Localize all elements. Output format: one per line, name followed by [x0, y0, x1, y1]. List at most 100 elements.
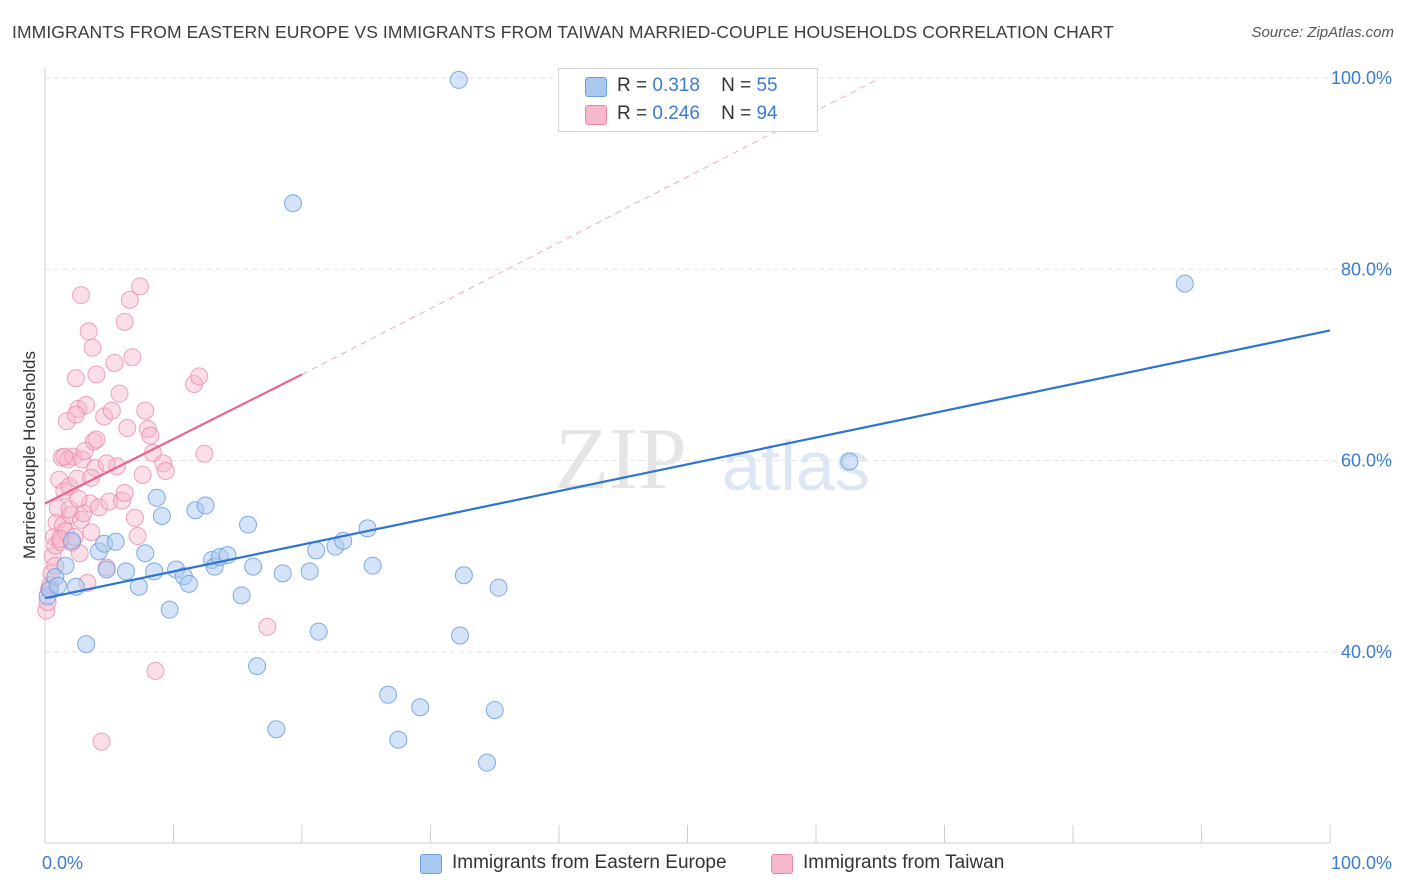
data-point-taiwan: [100, 492, 119, 511]
data-point-taiwan: [84, 432, 103, 451]
data-point-eastern-europe: [284, 194, 303, 213]
data-point-eastern-europe: [273, 564, 292, 583]
data-point-taiwan: [258, 617, 277, 636]
data-point-eastern-europe: [451, 626, 470, 645]
bottom-legend-swatch-blue: [420, 854, 442, 874]
data-point-eastern-europe: [363, 556, 382, 575]
grid-lines: [45, 77, 1390, 653]
data-point-taiwan: [66, 369, 85, 388]
data-point-eastern-europe: [449, 70, 468, 89]
y-tick-label: 60.0%: [1341, 451, 1392, 471]
data-point-eastern-europe: [179, 574, 198, 593]
legend-n-value: 55: [756, 75, 778, 96]
data-point-eastern-europe: [478, 753, 497, 772]
bottom-legend-swatch-pink: [771, 854, 793, 874]
data-point-eastern-europe: [160, 600, 179, 619]
data-point-taiwan: [141, 426, 160, 445]
data-point-taiwan: [89, 498, 108, 517]
data-point-taiwan: [195, 444, 214, 463]
data-point-eastern-europe: [116, 562, 135, 581]
data-point-eastern-europe: [267, 720, 286, 739]
data-point-eastern-europe: [489, 578, 508, 597]
data-point-taiwan: [87, 365, 106, 384]
data-point-taiwan: [115, 484, 134, 503]
data-point-taiwan: [120, 290, 139, 309]
data-point-eastern-europe: [239, 515, 258, 534]
data-point-taiwan: [80, 494, 99, 513]
legend-swatch-blue: [585, 77, 607, 97]
legend-r-label: R =: [617, 75, 648, 96]
trend-line-eastern-europe: [44, 329, 1331, 600]
data-point-taiwan: [146, 661, 165, 680]
legend-n-value: 94: [756, 103, 778, 124]
x-tick-label: 100.0%: [1331, 853, 1392, 873]
data-point-eastern-europe: [232, 586, 251, 605]
data-point-taiwan: [57, 412, 76, 431]
data-point-taiwan: [82, 523, 101, 542]
data-point-taiwan: [83, 338, 102, 357]
data-point-eastern-europe: [358, 519, 377, 538]
x-tick-label: 0.0%: [42, 853, 83, 873]
data-point-eastern-europe: [307, 541, 326, 560]
data-point-eastern-europe: [309, 622, 328, 641]
data-point-taiwan: [131, 277, 150, 296]
tick-labels: 40.0% 60.0% 80.0% 100.0% 0.0% 100.0%: [42, 68, 1392, 873]
axes: [44, 68, 1331, 844]
trend-line-taiwan: [44, 373, 303, 505]
data-point-eastern-europe: [136, 544, 155, 563]
source-credit: Source: ZipAtlas.com: [1251, 24, 1394, 41]
data-point-taiwan: [136, 401, 155, 420]
data-point-eastern-europe: [56, 556, 75, 575]
data-point-eastern-europe: [147, 488, 166, 507]
data-point-taiwan: [105, 353, 124, 372]
data-point-eastern-europe: [411, 698, 430, 717]
series-eastern-europe-points: [38, 70, 1194, 772]
data-point-eastern-europe: [196, 496, 215, 515]
data-point-eastern-europe: [152, 506, 171, 525]
bottom-legend-label: Immigrants from Eastern Europe: [452, 852, 727, 873]
bottom-legend-label: Immigrants from Taiwan: [803, 852, 1005, 873]
data-point-eastern-europe: [300, 562, 319, 581]
data-point-eastern-europe: [389, 730, 408, 749]
trend-lines: [44, 77, 1331, 600]
data-point-eastern-europe: [244, 557, 263, 576]
data-point-eastern-europe: [97, 560, 116, 579]
data-point-taiwan: [156, 462, 175, 481]
data-point-eastern-europe: [77, 635, 96, 654]
data-point-eastern-europe: [1175, 274, 1194, 293]
data-point-taiwan: [75, 441, 94, 460]
data-point-taiwan: [92, 732, 111, 751]
data-point-taiwan: [115, 312, 134, 331]
legend-n-label: N =: [721, 103, 752, 124]
correlation-legend: R = 0.318 N = 55 R = 0.246 N = 94: [558, 68, 818, 132]
data-point-taiwan: [79, 322, 98, 341]
data-point-taiwan: [50, 470, 69, 489]
data-point-taiwan: [133, 465, 152, 484]
data-point-eastern-europe: [62, 531, 81, 550]
legend-n-label: N =: [721, 75, 752, 96]
legend-r-label: R =: [617, 103, 648, 124]
watermark-zip: ZIP: [555, 411, 687, 508]
data-point-taiwan: [190, 367, 209, 386]
data-point-eastern-europe: [379, 685, 398, 704]
chart-title: IMMIGRANTS FROM EASTERN EUROPE VS IMMIGR…: [12, 22, 1114, 42]
legend-swatch-pink: [585, 105, 607, 125]
data-point-taiwan: [66, 405, 85, 424]
data-point-eastern-europe: [840, 452, 859, 471]
data-point-taiwan: [128, 527, 147, 546]
data-point-taiwan: [60, 500, 79, 519]
legend-r-value: 0.246: [652, 103, 700, 124]
data-point-taiwan: [86, 459, 105, 478]
series-taiwan-points: [37, 277, 277, 751]
data-point-taiwan: [55, 447, 74, 466]
y-tick-label: 40.0%: [1341, 642, 1392, 662]
data-point-taiwan: [102, 401, 121, 420]
data-point-taiwan: [125, 508, 144, 527]
data-point-eastern-europe: [485, 701, 504, 720]
legend-r-value: 0.318: [652, 75, 700, 96]
data-point-taiwan: [118, 418, 137, 437]
data-point-eastern-europe: [454, 566, 473, 585]
data-point-eastern-europe: [106, 532, 125, 551]
y-tick-label: 100.0%: [1331, 68, 1392, 88]
